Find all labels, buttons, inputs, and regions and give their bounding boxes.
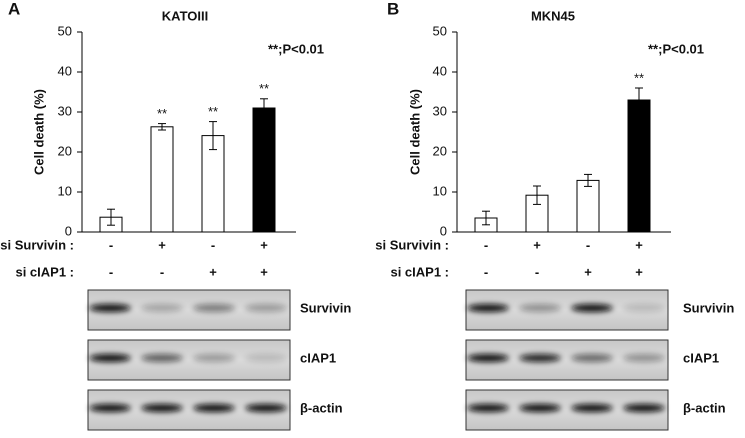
- blot-band: [571, 354, 613, 362]
- blot-label: Survivin: [683, 300, 734, 315]
- blot-band: [245, 354, 287, 362]
- condition-sign: +: [635, 237, 643, 252]
- condition-sign: -: [160, 264, 164, 279]
- blot-label: Survivin: [300, 300, 351, 315]
- blot-band: [193, 354, 235, 362]
- blot-band: [193, 404, 235, 412]
- blot-band: [571, 304, 613, 312]
- blot-band: [571, 404, 613, 412]
- blot-band: [623, 354, 665, 362]
- y-tick-label: 30: [433, 103, 447, 118]
- y-tick-label: 20: [433, 143, 447, 158]
- condition-sign: +: [260, 237, 268, 252]
- y-axis-label: Cell death (%): [31, 89, 46, 175]
- blot-band: [89, 404, 131, 412]
- blot-band: [519, 354, 561, 362]
- y-tick-label: 30: [58, 103, 72, 118]
- condition-sign: -: [586, 237, 590, 252]
- blot-band: [89, 304, 131, 312]
- blot-band: [141, 404, 183, 412]
- condition-sign: -: [484, 264, 488, 279]
- condition-sign: +: [260, 264, 268, 279]
- condition-name: si Survivin :: [375, 237, 449, 252]
- blot-label: cIAP1: [300, 350, 336, 365]
- condition-sign: -: [535, 264, 539, 279]
- blot-label: cIAP1: [683, 350, 719, 365]
- y-tick-label: 0: [440, 223, 447, 238]
- y-tick-label: 10: [433, 183, 447, 198]
- annotation: **;P<0.01: [268, 41, 324, 56]
- panel-label: A: [8, 0, 20, 18]
- blot-label: β-actin: [683, 400, 726, 415]
- y-tick-label: 50: [433, 23, 447, 38]
- condition-sign: -: [484, 237, 488, 252]
- blot-label: β-actin: [300, 400, 343, 415]
- condition-sign: +: [158, 237, 166, 252]
- significance: **: [259, 81, 269, 96]
- y-tick-label: 0: [65, 223, 72, 238]
- significance: **: [634, 70, 644, 85]
- blot-band: [245, 404, 287, 412]
- condition-sign: +: [209, 264, 217, 279]
- blot-band: [623, 304, 665, 312]
- blot-band: [141, 354, 183, 362]
- significance: **: [157, 106, 167, 121]
- y-tick-label: 20: [58, 143, 72, 158]
- blot-band: [141, 304, 183, 312]
- panel-label: B: [387, 0, 399, 18]
- blot-band: [623, 404, 665, 412]
- condition-sign: +: [533, 237, 541, 252]
- blot-band: [467, 404, 509, 412]
- condition-sign: +: [635, 264, 643, 279]
- blot-band: [519, 404, 561, 412]
- y-tick-label: 40: [433, 63, 447, 78]
- condition-sign: -: [211, 237, 215, 252]
- annotation: **;P<0.01: [648, 41, 704, 56]
- bar: [627, 99, 651, 233]
- y-tick-label: 40: [58, 63, 72, 78]
- blot-band: [467, 304, 509, 312]
- condition-sign: -: [109, 237, 113, 252]
- blot-band: [89, 354, 131, 362]
- y-axis-label: Cell death (%): [407, 89, 422, 175]
- blot-band: [193, 304, 235, 312]
- bar: [576, 179, 600, 233]
- blot-band: [245, 304, 287, 312]
- condition-name: si cIAP1 :: [15, 264, 74, 279]
- bar: [150, 126, 174, 233]
- blot-band: [519, 304, 561, 312]
- y-tick-label: 50: [58, 23, 72, 38]
- chart-title: MKN45: [531, 8, 575, 23]
- y-tick-label: 10: [58, 183, 72, 198]
- condition-sign: -: [109, 264, 113, 279]
- blot-band: [467, 354, 509, 362]
- condition-sign: +: [584, 264, 592, 279]
- bar: [252, 107, 276, 233]
- condition-name: si Survivin :: [0, 237, 74, 252]
- significance: **: [208, 104, 218, 119]
- condition-name: si cIAP1 :: [390, 264, 449, 279]
- chart-title: KATOIII: [162, 8, 208, 23]
